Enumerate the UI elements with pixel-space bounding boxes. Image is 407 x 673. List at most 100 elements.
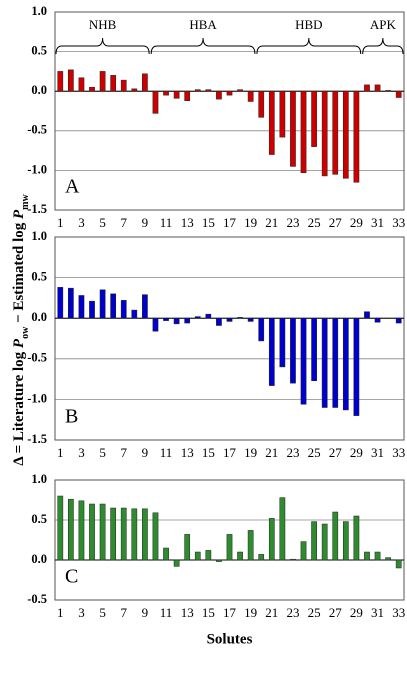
bar [279, 497, 286, 561]
bar [311, 317, 317, 381]
x-tick-label: 17 [223, 215, 237, 230]
bar [142, 73, 148, 92]
x-tick-label: 11 [160, 445, 173, 460]
x-tick-label: 29 [350, 445, 363, 460]
x-tick-label: 5 [99, 445, 106, 460]
x-tick-label: 15 [202, 215, 215, 230]
bar [374, 84, 381, 92]
y-tick-label: 1.0 [31, 4, 47, 18]
y-tick-label: 0.0 [31, 310, 47, 324]
x-tick-label: 3 [78, 605, 85, 620]
bar [364, 311, 370, 319]
bar [152, 317, 159, 332]
bar [247, 530, 254, 561]
bar [110, 75, 117, 92]
y-axis-label-part: − Estimated log [11, 219, 27, 327]
group-label: APK [370, 17, 397, 32]
x-tick-label: 27 [329, 445, 343, 460]
bar [57, 495, 64, 561]
x-tick-label: 13 [181, 215, 194, 230]
bar [290, 558, 296, 561]
bar [332, 511, 339, 561]
bar [311, 90, 317, 147]
x-tick-label: 11 [160, 605, 173, 620]
x-tick-label: 19 [244, 445, 257, 460]
y-tick-label: 1.0 [31, 229, 47, 243]
bar [216, 317, 222, 326]
group-brace [150, 37, 256, 55]
bar [68, 498, 74, 561]
x-tick-label: 15 [202, 605, 215, 620]
y-tick-label: -0.5 [27, 123, 47, 137]
bar [247, 90, 254, 102]
bar [89, 503, 95, 561]
x-axis-label: Solutes [207, 631, 253, 647]
bar [205, 89, 212, 92]
y-tick-label: 1.0 [31, 472, 47, 486]
bar [173, 90, 180, 99]
x-tick-label: 11 [160, 215, 173, 230]
group-brace [362, 37, 404, 55]
bar [152, 90, 159, 114]
bar [216, 559, 222, 562]
y-axis-label: Δ = Literature log Pow − Estimated log P… [11, 193, 30, 465]
x-tick-label: 25 [308, 445, 321, 460]
bar [184, 534, 191, 561]
bar [353, 90, 360, 183]
panel-label: B [65, 406, 78, 428]
bar [374, 317, 381, 323]
x-tick-label: 3 [78, 215, 85, 230]
x-tick-label: 13 [181, 445, 194, 460]
bar [300, 317, 307, 405]
bar [395, 317, 402, 324]
panel-label: A [65, 176, 80, 198]
bar [342, 317, 349, 411]
bar [332, 90, 339, 175]
group-label: HBA [189, 17, 217, 32]
x-tick-label: 9 [142, 605, 149, 620]
bar [258, 554, 265, 561]
bar [364, 84, 370, 92]
y-tick-label: 0.5 [31, 269, 47, 283]
bar [131, 88, 138, 92]
bar [57, 287, 64, 319]
x-tick-label: 7 [120, 445, 127, 460]
bar [205, 550, 212, 561]
bar [353, 515, 360, 561]
x-tick-label: 33 [392, 605, 405, 620]
bar [173, 559, 180, 567]
bar [300, 541, 307, 561]
bar [110, 293, 117, 319]
x-tick-label: 27 [329, 215, 343, 230]
bar [342, 90, 349, 179]
bar [279, 317, 286, 368]
x-tick-label: 23 [286, 215, 299, 230]
bar [258, 90, 265, 118]
x-tick-label: 23 [286, 605, 299, 620]
x-tick-label: 31 [371, 605, 384, 620]
y-tick-label: 0.5 [31, 43, 47, 57]
bar [342, 521, 349, 561]
bar [290, 90, 296, 167]
x-tick-label: 21 [265, 445, 278, 460]
y-tick-label: -1.5 [27, 202, 47, 216]
x-tick-label: 17 [223, 445, 237, 460]
bar [300, 90, 307, 174]
x-tick-label: 31 [371, 215, 384, 230]
bar [205, 313, 212, 319]
x-tick-label: 29 [350, 215, 363, 230]
bar [226, 534, 233, 561]
bar [226, 90, 233, 96]
bar [99, 71, 106, 92]
group-brace [55, 37, 150, 55]
x-tick-label: 1 [57, 445, 64, 460]
x-tick-label: 3 [78, 445, 85, 460]
y-axis-label-part: P [11, 209, 27, 219]
group-brace [256, 37, 362, 55]
x-tick-label: 15 [202, 445, 215, 460]
x-tick-label: 1 [57, 605, 64, 620]
plot-frame [54, 11, 405, 211]
y-tick-label: 0.0 [31, 552, 47, 566]
x-tick-label: 29 [350, 605, 363, 620]
